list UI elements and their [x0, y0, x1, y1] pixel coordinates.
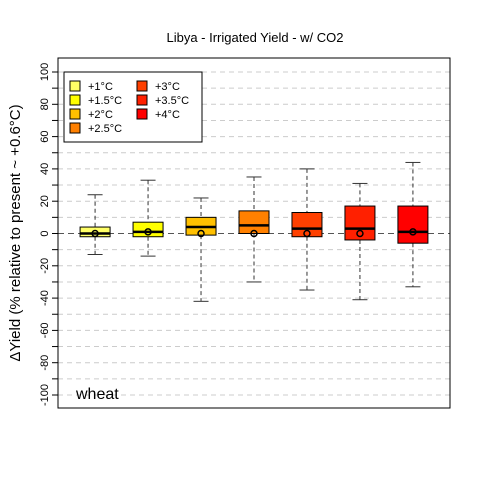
legend-swatch: [136, 94, 148, 106]
legend: +1°C +1.5°C +2°C +2.5°C +3°C +3.5°C +4°C: [63, 71, 203, 143]
legend-label: +2.5°C: [88, 123, 122, 135]
y-tick-label: -40: [39, 290, 51, 306]
box-group: [79, 161, 429, 302]
crop-annotation: wheat: [75, 386, 119, 403]
legend-frame: [63, 71, 203, 143]
y-tick-label: 40: [39, 163, 51, 175]
chart-title: Libya - Irrigated Yield - w/ CO2: [166, 30, 343, 45]
mean-marker: [356, 229, 364, 238]
box-7: [397, 161, 429, 288]
legend-label: +1°C: [88, 81, 113, 93]
y-tick-label: 100: [39, 63, 51, 81]
box-2: [132, 179, 164, 257]
y-axis: -100 -80 -60 -40 -20 0 20 40 60 80 100: [39, 63, 59, 406]
box-iqr: [238, 210, 270, 234]
legend-swatch: [69, 108, 81, 120]
mean-marker: [409, 228, 417, 236]
mean-marker: [303, 229, 311, 238]
y-tick-label: 60: [39, 130, 51, 142]
y-tick-label: 80: [39, 98, 51, 110]
legend-label: +4°C: [155, 109, 180, 121]
mean-marker: [144, 228, 152, 236]
box-3: [185, 197, 217, 302]
box-6: [344, 182, 376, 301]
box-1: [79, 194, 111, 255]
box-iqr: [291, 212, 323, 238]
legend-swatch: [69, 80, 81, 92]
y-tick-label: -20: [39, 258, 51, 274]
y-axis-label: ΔYield (% relative to present ~ +0.6°C): [7, 104, 24, 361]
mean-marker: [91, 229, 99, 238]
y-tick-label: -80: [39, 355, 51, 371]
legend-swatch: [136, 108, 148, 120]
legend-swatch: [69, 94, 81, 106]
legend-swatch: [136, 80, 148, 92]
mean-marker: [197, 229, 205, 238]
legend-label: +3°C: [155, 81, 180, 93]
box-5: [291, 168, 323, 291]
y-tick-label: -100: [39, 384, 51, 406]
y-tick-label: 20: [39, 195, 51, 207]
y-tick-label: -60: [39, 322, 51, 338]
box-iqr: [397, 205, 429, 244]
box-iqr: [79, 226, 111, 238]
box-4: [238, 176, 270, 283]
y-tick-label: 0: [39, 230, 51, 236]
legend-label: +1.5°C: [88, 95, 122, 107]
legend-swatch: [69, 122, 81, 134]
legend-label: +2°C: [88, 109, 113, 121]
mean-marker: [250, 229, 258, 238]
box-iqr: [344, 205, 376, 241]
legend-label: +3.5°C: [155, 95, 189, 107]
